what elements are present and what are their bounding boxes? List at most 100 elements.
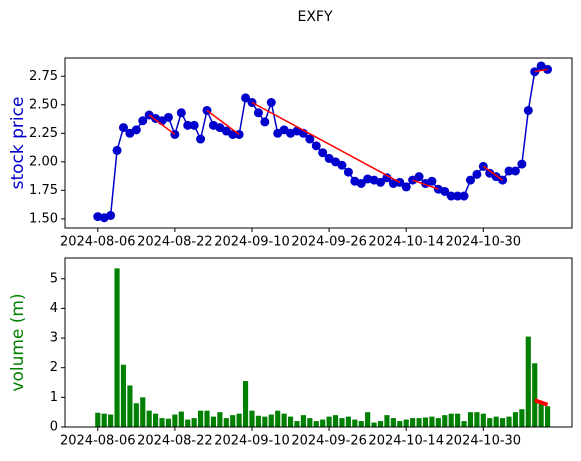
volume-bar [320,419,326,427]
volume-bar [480,413,486,427]
price-marker [163,112,173,122]
x-tick-label: 2024-09-10 [214,434,290,449]
volume-bar [281,413,287,427]
x-tick-label: 2024-10-14 [368,434,444,449]
trend-line [534,398,549,407]
volume-bar [223,418,229,427]
volume-bar [332,415,339,427]
price-marker [176,108,186,118]
volume-bar [545,406,551,427]
volume-bar [120,364,127,427]
volume-bar [461,421,467,427]
volume-bar [365,412,371,427]
y-tick-label: 2.50 [29,97,58,112]
volume-bar [371,422,377,427]
volume-bar [487,418,493,427]
volume-bar [191,418,197,427]
price-marker [517,159,527,169]
price-marker [260,117,270,127]
volume-bar [198,410,204,427]
price-marker [427,176,437,186]
volume-bar [397,421,403,427]
price-marker [241,93,251,103]
volume-bar [416,418,422,427]
volume-bar [178,411,184,427]
y-tick-label: 3 [50,331,58,346]
trend-line [148,114,176,136]
volume-bar [108,414,114,427]
y-tick-label: 5 [50,271,58,286]
volume-bar [230,415,236,427]
y-tick-label: 1 [50,390,58,405]
volume-bar [287,416,294,427]
price-marker [356,179,366,189]
trend-line [482,165,504,181]
price-marker [311,141,321,151]
x-tick-label: 2024-09-26 [291,235,367,250]
volume-bar [313,421,319,427]
price-marker [138,116,148,126]
price-marker [401,182,411,192]
volume-bar [210,416,217,427]
price-marker [196,134,206,144]
volume-bar [448,413,454,427]
x-tick-label: 2024-09-26 [291,434,367,449]
x-tick-label: 2024-09-10 [214,235,290,250]
price-marker [446,191,456,201]
volume-bar [500,418,506,427]
volume-bar [442,415,448,427]
y-tick-label: 2 [50,360,58,375]
y-axis-label: volume (m) [8,293,28,391]
trend-line [206,109,240,136]
volume-bar [390,418,396,427]
volume-bar [236,413,242,427]
volume-bar [358,421,364,427]
volume-bar [506,416,512,427]
volume-bar [326,416,332,427]
price-marker [183,120,193,130]
volume-bar [435,418,441,427]
volume-bar [172,414,178,427]
trend-line [251,101,401,184]
price-marker [382,173,392,183]
x-tick-label: 2024-08-22 [137,235,213,250]
volume-bar [217,412,223,427]
volume-bar [153,413,159,427]
volume-bar [146,410,152,427]
price-marker [523,105,533,115]
price-marker [504,166,514,176]
price-marker [376,177,386,187]
x-tick-label: 2024-10-30 [446,434,522,449]
x-tick-label: 2024-08-06 [60,434,136,449]
volume-bar [159,418,165,427]
price-line [97,65,548,219]
price-marker [440,186,450,196]
price-marker [459,191,469,201]
volume-bar [255,415,261,427]
price-marker [189,120,199,130]
volume-bar [493,416,499,427]
volume-bar [384,415,390,427]
volume-bar [532,363,538,427]
price-marker [318,148,328,158]
volume-bar [307,418,313,427]
x-tick-label: 2024-10-14 [368,235,444,250]
y-tick-label: 2.75 [29,69,58,84]
volume-bar [185,419,191,427]
volume-bar [127,385,133,427]
x-tick-label: 2024-10-30 [446,235,522,250]
plot-frame [64,57,573,229]
price-marker [510,166,520,176]
volume-bar [377,421,384,427]
volume-bar [275,410,281,427]
price-marker [472,169,482,179]
price-marker [253,108,263,118]
volume-bar [512,412,519,427]
volume-bar [519,409,525,427]
volume-bar [114,268,120,427]
volume-bar [294,421,300,427]
price-marker [465,175,475,185]
volume-bar [429,416,435,427]
price-marker [112,145,122,155]
